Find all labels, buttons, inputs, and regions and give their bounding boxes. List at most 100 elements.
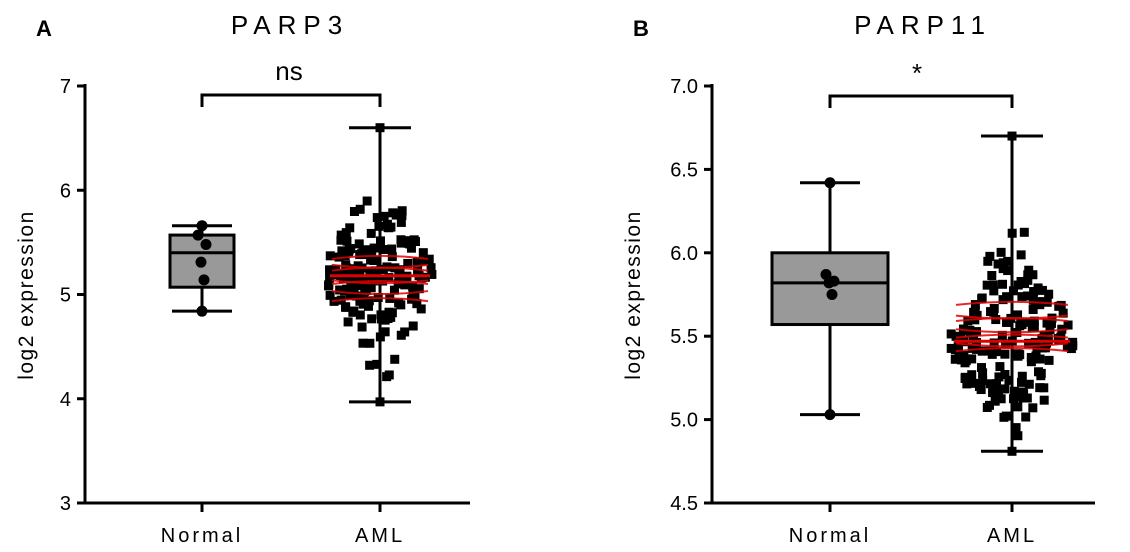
data-point xyxy=(345,290,355,300)
data-point xyxy=(1036,368,1046,378)
data-point xyxy=(1016,318,1026,328)
data-point xyxy=(372,213,382,223)
data-point xyxy=(345,223,355,233)
data-point xyxy=(390,354,400,364)
data-point xyxy=(972,310,982,320)
data-point xyxy=(1046,318,1056,328)
data-point xyxy=(1042,338,1052,348)
data-point xyxy=(996,394,1006,404)
data-point xyxy=(427,269,437,279)
data-point xyxy=(946,343,956,353)
data-point xyxy=(375,397,385,407)
data-point xyxy=(969,378,979,388)
data-point xyxy=(355,250,365,260)
data-point xyxy=(1013,310,1023,320)
data-point xyxy=(824,177,836,189)
data-point xyxy=(985,251,995,261)
data-point xyxy=(192,229,204,241)
data-point xyxy=(324,280,334,290)
data-point xyxy=(355,310,365,320)
data-point xyxy=(1024,338,1034,348)
data-point xyxy=(1007,228,1017,238)
data-point xyxy=(1007,446,1017,456)
data-point xyxy=(1004,375,1014,385)
data-point xyxy=(994,372,1004,382)
data-point xyxy=(384,370,394,380)
data-point xyxy=(991,380,1001,390)
box-highlight-stroke xyxy=(955,342,1069,348)
data-point xyxy=(424,254,434,264)
data-point xyxy=(1019,227,1029,237)
y-tick-label: 6.5 xyxy=(670,159,698,181)
data-point xyxy=(357,322,367,332)
data-point xyxy=(987,349,997,359)
data-point xyxy=(396,300,406,310)
panel-a-y-axis-label: log2 expression xyxy=(15,210,38,380)
data-point xyxy=(341,302,351,312)
data-point xyxy=(1066,344,1076,354)
data-point xyxy=(1020,279,1030,289)
panel-b-y-axis-label: log2 expression xyxy=(622,210,645,380)
data-point xyxy=(1028,270,1038,280)
data-point xyxy=(375,236,385,246)
x-category-label: Normal xyxy=(161,525,243,547)
data-point xyxy=(1037,333,1047,343)
data-point xyxy=(365,338,375,348)
data-point xyxy=(974,381,984,391)
box-highlight-stroke xyxy=(955,314,1069,320)
x-category-label: AML xyxy=(355,525,405,547)
data-point xyxy=(396,238,406,248)
data-point xyxy=(386,222,396,232)
data-point xyxy=(1063,320,1073,330)
data-point xyxy=(376,310,386,320)
box-highlight-stroke xyxy=(331,263,429,269)
data-point xyxy=(1029,287,1039,297)
data-point xyxy=(985,379,995,389)
data-point xyxy=(950,354,960,364)
data-point xyxy=(978,376,988,386)
y-tick-label: 7 xyxy=(60,76,71,98)
data-point xyxy=(409,235,419,245)
data-point xyxy=(351,291,361,301)
data-point xyxy=(336,230,346,240)
data-point xyxy=(962,379,972,389)
data-point xyxy=(198,274,210,286)
data-point xyxy=(1013,351,1023,361)
data-point xyxy=(991,315,1001,325)
data-point xyxy=(349,207,359,217)
data-point xyxy=(1008,286,1018,296)
data-point xyxy=(946,329,956,339)
data-point xyxy=(1023,291,1033,301)
data-point xyxy=(998,295,1008,305)
data-point xyxy=(1035,383,1045,393)
x-category-label: AML xyxy=(987,525,1037,547)
data-point xyxy=(1054,301,1064,311)
data-point xyxy=(1024,379,1034,389)
significance-bracket xyxy=(828,94,1014,108)
data-point xyxy=(968,334,978,344)
data-point xyxy=(388,208,398,218)
panel-b: B PARP11 log2 expression * 4.5 5.0 5.5 6.0 6… xyxy=(622,10,1095,547)
data-point xyxy=(343,317,353,327)
data-point xyxy=(987,271,997,281)
data-point xyxy=(349,306,359,316)
data-point xyxy=(367,314,377,324)
data-point xyxy=(1031,351,1041,361)
data-point xyxy=(397,208,407,218)
panel-b-title: PARP11 xyxy=(854,10,992,40)
data-point xyxy=(363,301,373,311)
data-point xyxy=(1017,292,1027,302)
data-point xyxy=(1028,305,1038,315)
data-point xyxy=(989,286,999,296)
data-point xyxy=(413,257,423,267)
data-point xyxy=(380,315,390,325)
data-point xyxy=(395,265,405,275)
box-highlight-stroke xyxy=(955,328,1069,334)
data-point xyxy=(337,246,347,256)
data-point xyxy=(1037,285,1047,295)
data-point xyxy=(826,289,838,300)
data-point xyxy=(1013,402,1023,412)
data-point xyxy=(1044,289,1054,299)
panel-b-letter: B xyxy=(633,16,649,41)
